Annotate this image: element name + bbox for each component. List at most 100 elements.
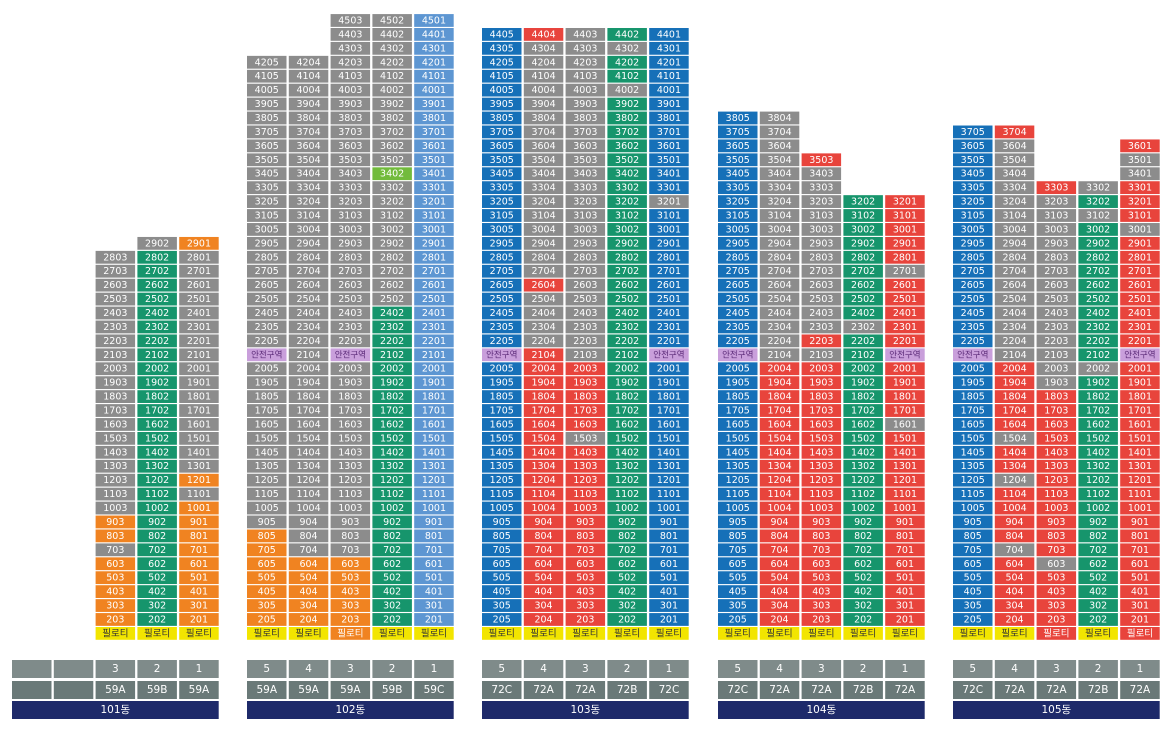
unit-cell bbox=[649, 250, 689, 264]
unit-cell bbox=[482, 69, 522, 83]
unit-label: 필로티 bbox=[102, 627, 128, 639]
unit-label: 1903 bbox=[103, 378, 127, 389]
unit-label: 1901 bbox=[893, 378, 917, 389]
unit-label: 3005 bbox=[961, 224, 985, 235]
unit-label: 3805 bbox=[255, 113, 279, 124]
unit-label: 201 bbox=[425, 614, 443, 625]
unit-label: 2505 bbox=[255, 294, 279, 305]
unit-label: 603 bbox=[341, 559, 359, 570]
unit-cell bbox=[565, 223, 606, 236]
unit-label: 3001 bbox=[1128, 224, 1152, 235]
unit-label: 202 bbox=[1089, 614, 1107, 625]
unit-cell bbox=[649, 69, 689, 83]
unit-label: 2701 bbox=[187, 266, 211, 277]
unit-label: 2003 bbox=[809, 364, 833, 375]
unit-label: 3003 bbox=[338, 224, 362, 235]
unit-type: 59B bbox=[147, 684, 168, 696]
unit-cell bbox=[288, 111, 329, 125]
unit-label: 2203 bbox=[338, 336, 362, 347]
unit-cell bbox=[95, 292, 136, 306]
type-box bbox=[137, 681, 177, 699]
unit-label: 1603 bbox=[809, 419, 833, 430]
unit-cell bbox=[718, 418, 758, 431]
unit-label: 3204 bbox=[531, 197, 555, 208]
unit-label: 3904 bbox=[296, 99, 320, 110]
line-box bbox=[330, 660, 371, 678]
unit-cell bbox=[1120, 167, 1160, 181]
unit-cell bbox=[179, 445, 219, 459]
unit-cell bbox=[179, 473, 219, 487]
unit-cell bbox=[1120, 362, 1160, 376]
unit-cell bbox=[718, 153, 758, 167]
unit-label: 501 bbox=[190, 573, 208, 584]
unit-cell bbox=[247, 599, 287, 612]
unit-label: 3901 bbox=[657, 99, 681, 110]
unit-cell bbox=[953, 223, 993, 236]
unit-label: 605 bbox=[964, 559, 982, 570]
unit-cell bbox=[1078, 459, 1118, 473]
unit-cell bbox=[759, 515, 800, 529]
unit-cell bbox=[1078, 515, 1118, 529]
unit-cell bbox=[523, 334, 564, 348]
unit-label: 2501 bbox=[657, 294, 681, 305]
unit-cell bbox=[179, 404, 219, 417]
unit-cell bbox=[759, 139, 800, 153]
unit-cell bbox=[953, 195, 993, 208]
unit-cell bbox=[482, 264, 522, 278]
unit-label: 1204 bbox=[296, 475, 320, 486]
unit-label: 1701 bbox=[893, 406, 917, 417]
unit-cell bbox=[523, 501, 564, 515]
unit-label: 2601 bbox=[893, 280, 917, 291]
unit-cell bbox=[482, 445, 522, 459]
unit-label: 2902 bbox=[380, 238, 404, 249]
unit-label: 904 bbox=[534, 517, 552, 528]
type-box bbox=[523, 681, 564, 699]
unit-label: 703 bbox=[1047, 545, 1065, 556]
unit-label: 2002 bbox=[851, 364, 875, 375]
unit-label: 905 bbox=[729, 517, 747, 528]
unit-cell bbox=[718, 306, 758, 320]
unit-label: 305 bbox=[258, 601, 276, 612]
unit-label: 2104 bbox=[1002, 350, 1026, 361]
unit-cell bbox=[179, 501, 219, 515]
unit-label: 3103 bbox=[338, 211, 362, 222]
unit-label: 2703 bbox=[809, 266, 833, 277]
unit-cell bbox=[330, 139, 371, 153]
unit-cell bbox=[885, 571, 925, 585]
unit-label: 2801 bbox=[657, 252, 681, 263]
unit-label: 2605 bbox=[490, 280, 514, 291]
unit-label: 2605 bbox=[961, 280, 985, 291]
unit-cell bbox=[482, 348, 522, 362]
unit-label: 501 bbox=[1131, 573, 1149, 584]
unit-label: 3103 bbox=[809, 211, 833, 222]
unit-label: 3001 bbox=[422, 224, 446, 235]
unit-cell bbox=[288, 125, 329, 139]
unit-label: 2403 bbox=[338, 308, 362, 319]
unit-cell bbox=[372, 557, 412, 571]
unit-cell bbox=[565, 445, 606, 459]
unit-label: 1802 bbox=[380, 392, 404, 403]
unit-cell bbox=[137, 585, 177, 599]
line-number: 5 bbox=[498, 663, 505, 675]
type-box bbox=[482, 681, 522, 699]
unit-cell bbox=[414, 445, 454, 459]
unit-label: 2403 bbox=[809, 308, 833, 319]
building-name: 102동 bbox=[335, 704, 365, 716]
unit-label: 2501 bbox=[422, 294, 446, 305]
unit-cell bbox=[885, 515, 925, 529]
unit-cell bbox=[885, 195, 925, 208]
building-name: 104동 bbox=[806, 704, 836, 716]
unit-label: 504 bbox=[534, 573, 552, 584]
unit-cell bbox=[330, 55, 371, 69]
unit-label: 1902 bbox=[1086, 378, 1110, 389]
unit-cell bbox=[885, 223, 925, 236]
unit-cell bbox=[95, 571, 136, 585]
unit-type: 72A bbox=[533, 684, 554, 696]
unit-label: 501 bbox=[896, 573, 914, 584]
unit-cell bbox=[95, 473, 136, 487]
unit-cell bbox=[649, 55, 689, 69]
line-box bbox=[843, 660, 883, 678]
unit-cell bbox=[1036, 487, 1077, 501]
unit-label: 603 bbox=[1047, 559, 1065, 570]
unit-cell bbox=[1036, 195, 1077, 208]
